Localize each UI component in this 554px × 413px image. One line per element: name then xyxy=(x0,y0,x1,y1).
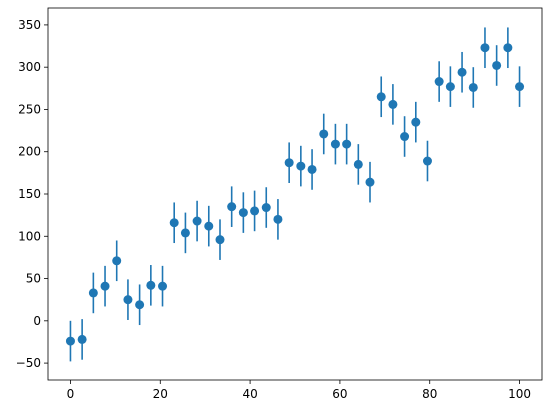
x-tick-label: 40 xyxy=(242,387,257,401)
y-tick-label: −50 xyxy=(16,356,41,370)
data-point xyxy=(319,129,329,139)
data-point xyxy=(261,203,271,213)
data-point xyxy=(434,77,444,87)
data-point xyxy=(273,214,283,224)
data-point xyxy=(135,300,145,310)
data-point xyxy=(515,82,525,92)
data-point xyxy=(422,156,432,166)
x-axis-ticks: 0 20 40 60 80 100 xyxy=(67,380,531,401)
data-point xyxy=(353,159,363,169)
data-point xyxy=(400,132,410,142)
data-point xyxy=(388,99,398,109)
y-tick-label: 0 xyxy=(33,314,41,328)
data-point xyxy=(88,288,98,298)
plot-area xyxy=(65,27,525,362)
data-point xyxy=(238,208,248,218)
data-point xyxy=(65,336,75,346)
data-point xyxy=(307,164,317,174)
x-tick-label: 0 xyxy=(67,387,75,401)
y-axis-ticks: −50 0 50 100 150 200 250 300 350 xyxy=(16,18,48,370)
point-group xyxy=(65,43,525,346)
data-point xyxy=(342,139,352,149)
data-point xyxy=(192,216,202,226)
data-point xyxy=(492,60,502,70)
data-point xyxy=(146,280,156,290)
y-tick-label: 50 xyxy=(26,272,41,286)
data-point xyxy=(158,281,168,291)
data-point xyxy=(411,117,421,127)
data-point xyxy=(215,235,225,245)
data-point xyxy=(100,281,110,291)
data-point xyxy=(169,218,179,228)
data-point xyxy=(457,67,467,77)
y-tick-label: 250 xyxy=(18,102,41,116)
data-point xyxy=(204,221,214,231)
y-tick-label: 350 xyxy=(18,18,41,32)
y-tick-label: 100 xyxy=(18,229,41,243)
axes-frame xyxy=(47,7,543,381)
data-point xyxy=(77,334,87,344)
data-point xyxy=(376,92,386,102)
y-tick-label: 300 xyxy=(18,60,41,74)
data-point xyxy=(284,158,294,168)
data-point xyxy=(468,82,478,92)
data-point xyxy=(123,295,133,305)
x-tick-label: 20 xyxy=(153,387,168,401)
data-point xyxy=(330,139,340,149)
data-point xyxy=(480,43,490,53)
y-tick-label: 150 xyxy=(18,187,41,201)
data-point xyxy=(227,202,237,212)
x-tick-label: 100 xyxy=(508,387,531,401)
data-point xyxy=(112,256,122,266)
data-point xyxy=(296,161,306,171)
x-tick-label: 80 xyxy=(422,387,437,401)
errorbar-group xyxy=(69,27,521,362)
data-point xyxy=(180,228,190,238)
data-point xyxy=(365,177,375,187)
data-point xyxy=(445,82,455,92)
x-tick-label: 60 xyxy=(332,387,347,401)
data-point xyxy=(250,206,260,216)
data-point xyxy=(503,43,513,53)
y-tick-label: 200 xyxy=(18,145,41,159)
